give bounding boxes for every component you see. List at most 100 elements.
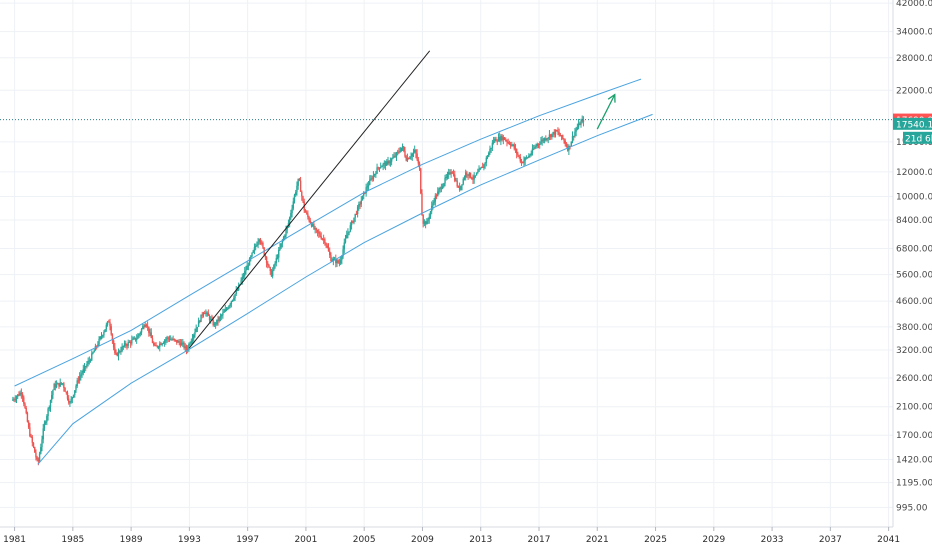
candle-down — [178, 341, 180, 343]
candle-up — [423, 221, 426, 224]
price-tick-label: 5600.00 — [896, 271, 932, 281]
candle-up — [70, 398, 72, 403]
candle-down — [514, 148, 517, 150]
candle-up — [376, 167, 378, 174]
candle-down — [268, 265, 270, 268]
candle-down — [377, 167, 379, 169]
candle-down — [320, 236, 322, 239]
candle-up — [282, 237, 285, 241]
candle-up — [182, 342, 184, 344]
candle-down — [262, 243, 264, 248]
candle-up — [485, 157, 488, 163]
candle-up — [284, 235, 286, 238]
candle-up — [491, 142, 494, 148]
candle-up — [492, 141, 495, 143]
candle-down — [326, 245, 328, 248]
candle-down — [201, 314, 203, 316]
candle-up — [536, 143, 539, 147]
candle-down — [32, 442, 35, 448]
candle-down — [134, 337, 137, 341]
candle-up — [392, 157, 394, 159]
candle-up — [443, 183, 445, 187]
time-tick-label: 1981 — [3, 535, 26, 545]
candle-up — [169, 339, 172, 341]
price-tick-label: 995.00 — [896, 503, 928, 513]
candle-up — [446, 174, 449, 177]
candle-up — [314, 228, 316, 230]
time-tick-label: 2021 — [586, 535, 609, 545]
candle-up — [347, 232, 349, 236]
candle-down — [269, 267, 271, 271]
candle-up — [184, 346, 186, 348]
candle-down — [308, 216, 310, 221]
candle-down — [322, 238, 325, 240]
candle-up — [361, 195, 364, 201]
candle-up — [162, 342, 165, 344]
candle-up — [336, 260, 338, 264]
candle-down — [457, 186, 460, 188]
time-tick-label: 1993 — [178, 535, 201, 545]
candle-up — [133, 337, 135, 339]
candle-down — [420, 168, 422, 194]
candle-down — [31, 436, 33, 443]
candle-up — [161, 343, 163, 345]
candle-up — [395, 152, 398, 157]
candle-up — [245, 269, 247, 272]
candle-up — [463, 177, 466, 180]
candle-down — [114, 347, 116, 354]
candle-down — [173, 338, 176, 340]
candle-down — [34, 447, 36, 453]
candle-up — [193, 334, 195, 339]
candle-up — [15, 396, 18, 400]
candle-down — [405, 156, 407, 161]
candle-up — [525, 157, 528, 159]
candle-up — [551, 133, 553, 138]
candle-up — [427, 219, 429, 222]
candle-up — [223, 311, 225, 313]
candle-up — [40, 447, 42, 454]
candle-up — [224, 309, 227, 312]
candle-up — [71, 397, 74, 399]
candle-up — [380, 166, 382, 169]
candle-down — [160, 343, 162, 345]
candle-up — [213, 323, 216, 326]
candle-up — [117, 351, 120, 356]
candle-down — [507, 141, 509, 143]
candle-down — [371, 178, 373, 180]
candle-down — [563, 138, 565, 141]
candle-up — [231, 299, 234, 302]
candle-up — [346, 235, 348, 239]
candle-down — [214, 323, 217, 325]
candle-up — [293, 194, 296, 202]
candle-up — [163, 340, 166, 343]
candle-down — [338, 262, 341, 264]
price-tick-label: 3200.00 — [896, 346, 932, 356]
candle-up — [210, 318, 212, 321]
candle-up — [196, 326, 199, 329]
candle-up — [180, 342, 183, 346]
candle-down — [183, 342, 185, 348]
forecast-arrow-head — [607, 93, 616, 103]
candle-down — [307, 213, 309, 217]
candle-down — [259, 239, 262, 243]
candle-down — [118, 351, 121, 353]
candle-up — [189, 343, 191, 345]
candles — [12, 115, 585, 466]
candle-down — [440, 187, 443, 189]
candle-down — [65, 391, 67, 393]
candle-up — [462, 179, 464, 185]
candle-up — [219, 316, 222, 318]
candle-up — [580, 121, 582, 125]
candle-up — [554, 130, 557, 135]
candle-up — [576, 127, 579, 130]
candle-up — [512, 144, 514, 146]
time-tick-label: 2013 — [469, 535, 492, 545]
time-tick-label: 2041 — [877, 535, 900, 545]
candle-up — [429, 211, 432, 217]
axes — [0, 0, 894, 528]
candle-up — [53, 384, 55, 391]
candle-down — [261, 242, 263, 244]
candle-up — [468, 172, 471, 176]
